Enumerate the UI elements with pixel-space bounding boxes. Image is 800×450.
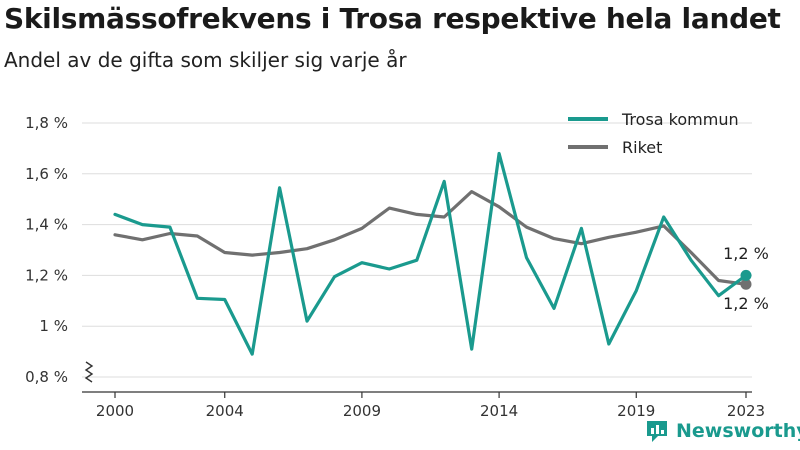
brand-logo: Newsworthy [644,418,800,444]
series-lines [113,151,752,356]
y-axis-ticks: 0,8 % 1 % 1,2 % 1,4 % 1,6 % 1,8 % [25,114,94,386]
x-tick-label: 2000 [96,402,134,420]
chart-subtitle: Andel av de gifta som skiljer sig varje … [4,48,407,72]
y-tick-label: 1 % [39,317,68,335]
series-line-riket [113,190,748,286]
y-tick-label: 1,2 % [25,266,68,284]
y-tick-label: 1,4 % [25,216,68,234]
end-label-trosa: 1,2 % [723,244,769,263]
axis-break-icon [84,361,94,383]
y-tick-label: 0,8 % [25,368,68,386]
series-line-trosa [113,151,748,356]
x-tick-label: 2004 [206,402,244,420]
chart-title: Skilsmässofrekvens i Trosa respektive he… [4,2,781,35]
brand-name: Newsworthy [676,420,800,442]
x-tick-label: 2019 [617,402,655,420]
series-end-point [740,278,752,290]
legend-label: Riket [622,138,662,157]
x-axis: 2000 2004 2009 2014 2019 2023 [82,391,765,420]
x-tick-label: 2009 [343,402,381,420]
x-tick-label: 2023 [727,402,765,420]
end-label-riket: 1,2 % [723,294,769,313]
y-tick-label: 1,8 % [25,114,68,132]
end-labels: 1,2 % 1,2 % [723,244,769,313]
y-tick-label: 1,6 % [25,165,68,183]
legend: Trosa kommun Riket [568,110,739,157]
legend-label: Trosa kommun [621,110,739,129]
bar-chart-logo-icon [647,421,667,442]
series-end-point [740,269,752,281]
x-tick-label: 2014 [480,402,518,420]
